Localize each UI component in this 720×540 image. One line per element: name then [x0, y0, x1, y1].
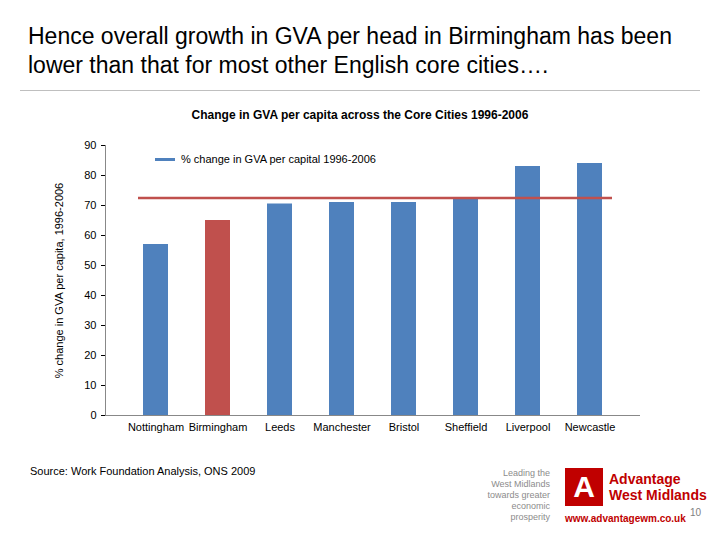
svg-text:60: 60 — [84, 229, 96, 241]
svg-text:Manchester: Manchester — [313, 421, 371, 433]
html-text:A: A — [573, 470, 595, 503]
svg-text:80: 80 — [84, 169, 96, 181]
svg-text:70: 70 — [84, 199, 96, 211]
html-text:West Midlands: West Midlands — [609, 487, 707, 503]
svg-text:40: 40 — [84, 289, 96, 301]
html-text:Source: Work Foundation Analys: Source: Work Foundation Analysis, ONS 20… — [30, 465, 256, 477]
html-text:West Midlands: West Midlands — [491, 479, 550, 489]
svg-text:Nottingham: Nottingham — [128, 421, 184, 433]
html-text:Change in GVA per capita acros: Change in GVA per capita across the Core… — [191, 108, 529, 122]
html-text:% change in GVA per capital 19: % change in GVA per capital 1996-2006 — [181, 153, 376, 165]
svg-text:90: 90 — [84, 139, 96, 151]
svg-text:0: 0 — [90, 409, 96, 421]
svg-text:Newcastle: Newcastle — [565, 421, 616, 433]
svg-text:Leeds: Leeds — [265, 421, 295, 433]
html-text:Leading the: Leading the — [503, 468, 550, 478]
svg-text:Sheffield: Sheffield — [445, 421, 488, 433]
svg-text:Bristol: Bristol — [389, 421, 420, 433]
svg-text:10: 10 — [84, 379, 96, 391]
html-text:economic prosperity: economic prosperity — [510, 501, 550, 522]
svg-text:Liverpool: Liverpool — [506, 421, 551, 433]
svg-text:20: 20 — [84, 349, 96, 361]
svg-text:30: 30 — [84, 319, 96, 331]
svg-text:Birmingham: Birmingham — [189, 421, 248, 433]
html-text:Hence overall growth in GVA pe: Hence overall growth in GVA per head in … — [28, 23, 672, 78]
svg-text:% change in GVA per capita, 19: % change in GVA per capita, 1996-2006 — [53, 183, 65, 379]
html-text:www.advantagewm.co.uk: www.advantagewm.co.uk — [565, 513, 686, 524]
html-text:towards greater: towards greater — [487, 490, 550, 500]
html-text:10: 10 — [690, 507, 702, 518]
html-text:Advantage: Advantage — [609, 471, 681, 487]
svg-text:50: 50 — [84, 259, 96, 271]
